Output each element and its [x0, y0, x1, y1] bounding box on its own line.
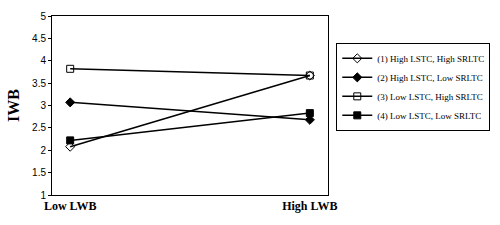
svg-text:1.5: 1.5: [32, 167, 46, 178]
svg-text:(4) Low LSTC, Low SRLTC: (4) Low LSTC, Low SRLTC: [377, 111, 481, 121]
svg-text:(3) Low LSTC, High SRLTC: (3) Low LSTC, High SRLTC: [377, 92, 482, 102]
svg-text:1: 1: [40, 190, 46, 201]
svg-text:(2) High LSTC, Low SRLTC: (2) High LSTC, Low SRLTC: [377, 73, 482, 83]
svg-text:2.5: 2.5: [32, 122, 46, 133]
svg-text:2: 2: [40, 145, 46, 156]
svg-text:3: 3: [40, 100, 46, 111]
svg-text:(1) High LSTC, High SRLTC: (1) High LSTC, High SRLTC: [377, 54, 484, 64]
svg-text:Low LWB: Low LWB: [44, 199, 97, 213]
svg-text:High LWB: High LWB: [282, 199, 337, 213]
svg-text:5: 5: [40, 11, 46, 22]
svg-text:4: 4: [40, 55, 46, 66]
svg-text:IWB: IWB: [5, 89, 22, 122]
svg-text:4.5: 4.5: [32, 33, 46, 44]
svg-text:3.5: 3.5: [32, 78, 46, 89]
